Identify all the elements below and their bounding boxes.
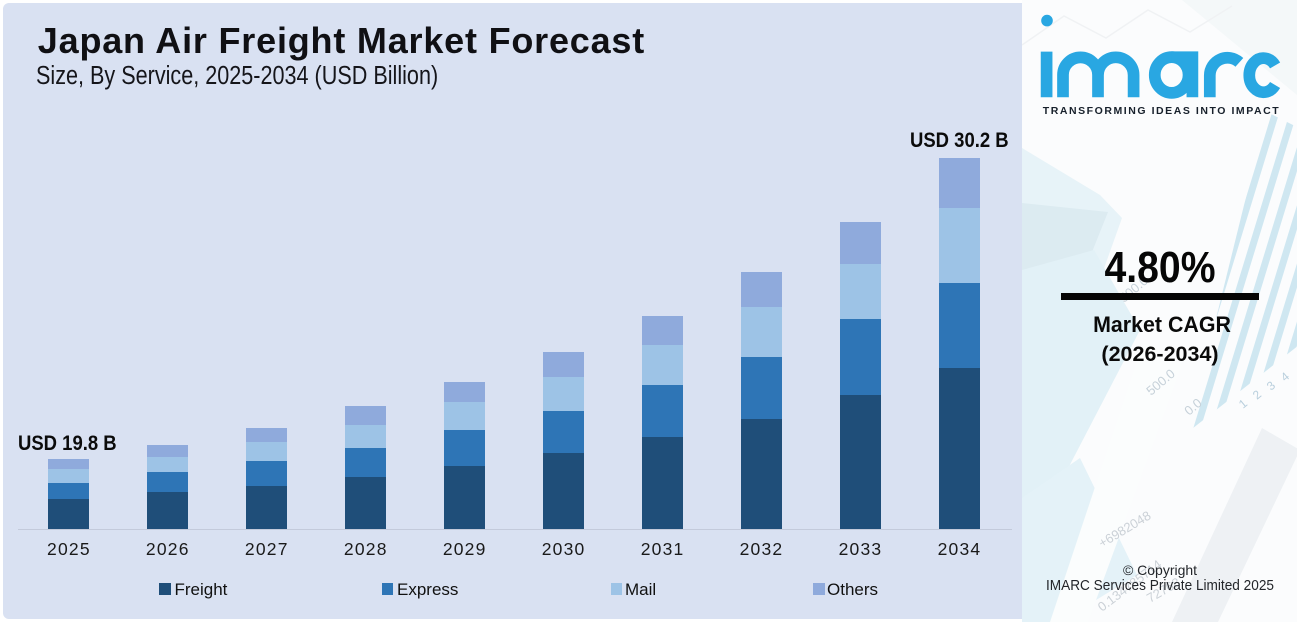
svg-text:3: 3 (1264, 378, 1278, 393)
svg-text:2: 2 (1250, 387, 1264, 402)
svg-text:1: 1 (1236, 396, 1250, 411)
svg-text:4: 4 (1278, 369, 1292, 384)
